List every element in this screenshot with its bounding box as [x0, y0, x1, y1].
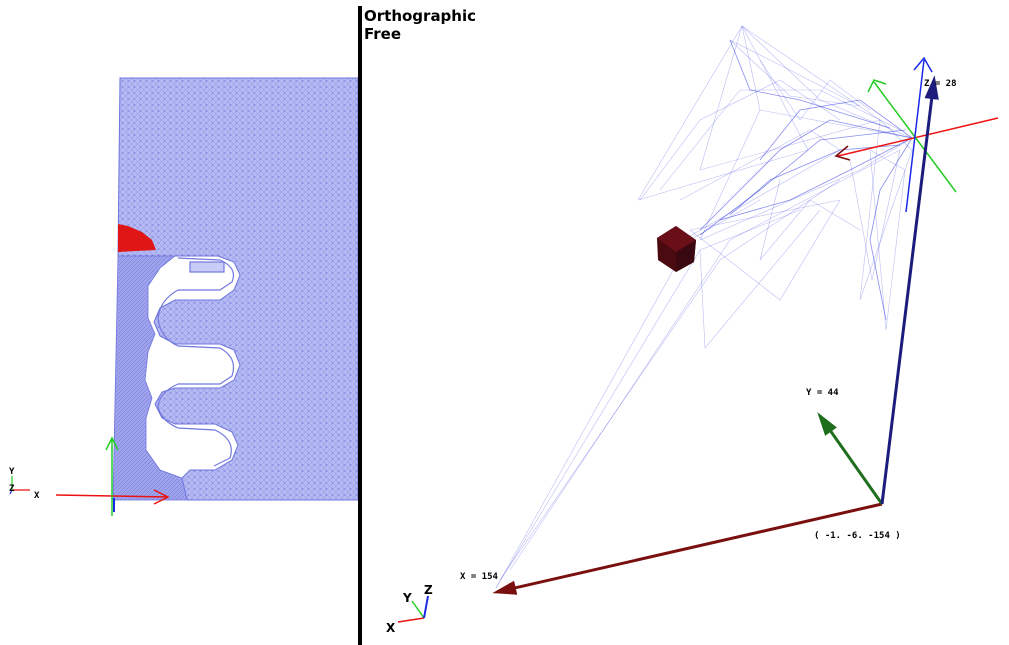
y-axis-label: Y = 44 [806, 388, 839, 398]
orientation-triad: X Y Z [386, 583, 433, 635]
left-triad-y-label: Y [9, 467, 15, 477]
bounding-axes [497, 80, 934, 592]
left-triad: Y Z X [9, 467, 40, 501]
left-viewport[interactable]: Y Z X [9, 78, 358, 516]
left-triad-x-label: X [34, 491, 40, 501]
cube [657, 226, 696, 272]
viewport-divider[interactable] [358, 6, 362, 645]
mesh-plate [118, 78, 358, 500]
camera-mode-label: Free [364, 26, 401, 43]
mesh-lower-region [113, 256, 188, 500]
wireframe-mesh [496, 26, 912, 588]
triad-z-label: Z [424, 583, 433, 597]
left-triad-z-label: Z [9, 484, 15, 494]
z-axis-label: Z = 28 [924, 79, 957, 89]
projection-mode-label: Orthographic [364, 8, 476, 25]
origin-label: ( -1. -6. -154 ) [814, 531, 901, 541]
x-axis-label: X = 154 [460, 572, 499, 582]
slot-outlines [158, 258, 234, 466]
triad-y-label: Y [402, 591, 412, 605]
triad-x-label: X [386, 621, 396, 635]
right-viewport[interactable]: Z = 28 Y = 44 X = 154 ( -1. -6. -154 ) X… [386, 26, 998, 635]
